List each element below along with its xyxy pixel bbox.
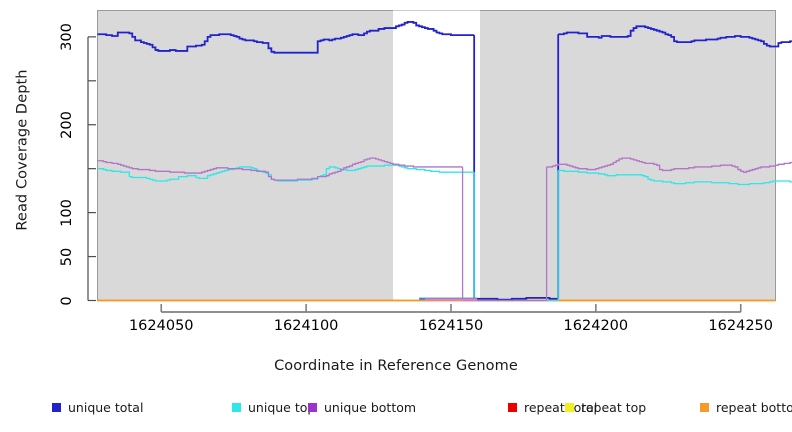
legend-label: unique top xyxy=(248,399,316,415)
legend-swatch-icon xyxy=(308,402,317,412)
legend-label: repeat bottom xyxy=(716,399,792,415)
legend-swatch-icon xyxy=(700,402,709,412)
legend-swatch-icon xyxy=(565,402,574,412)
x-axis-title: Coordinate in Reference Genome xyxy=(0,358,792,374)
x-tick-1624050: 1624050 xyxy=(128,318,194,334)
legend-label: repeat top xyxy=(581,399,647,415)
legend-swatch-icon xyxy=(508,402,517,412)
legend-swatch-icon xyxy=(232,402,241,412)
legend-label: repeat total xyxy=(524,399,598,415)
x-axis-title-text: Coordinate in Reference Genome xyxy=(274,358,518,374)
coverage-gap-region xyxy=(393,10,480,301)
legend-label: unique bottom xyxy=(324,399,417,415)
x-tick-1624200: 1624200 xyxy=(563,318,629,334)
legend-label: unique total xyxy=(68,399,144,415)
x-tick-1624150: 1624150 xyxy=(418,318,484,334)
series-line-unique-bottom xyxy=(97,157,792,302)
chart-legend: unique total unique top unique bottom repea… xyxy=(0,398,792,418)
legend-item-unique-top[interactable]: unique top xyxy=(232,398,315,416)
legend-swatch-icon xyxy=(52,402,61,412)
axes xyxy=(87,36,742,313)
legend-item-unique-total[interactable]: unique total xyxy=(52,398,143,416)
legend-item-unique-bottom[interactable]: unique bottom xyxy=(308,398,416,416)
legend-item-repeat-total[interactable]: repeat total xyxy=(508,398,597,416)
x-tick-1624250: 1624250 xyxy=(708,318,774,334)
legend-item-repeat-bottom[interactable]: repeat bottom xyxy=(700,398,792,416)
x-tick-1624100: 1624100 xyxy=(273,318,339,334)
legend-item-repeat-top[interactable]: repeat top xyxy=(565,398,646,416)
